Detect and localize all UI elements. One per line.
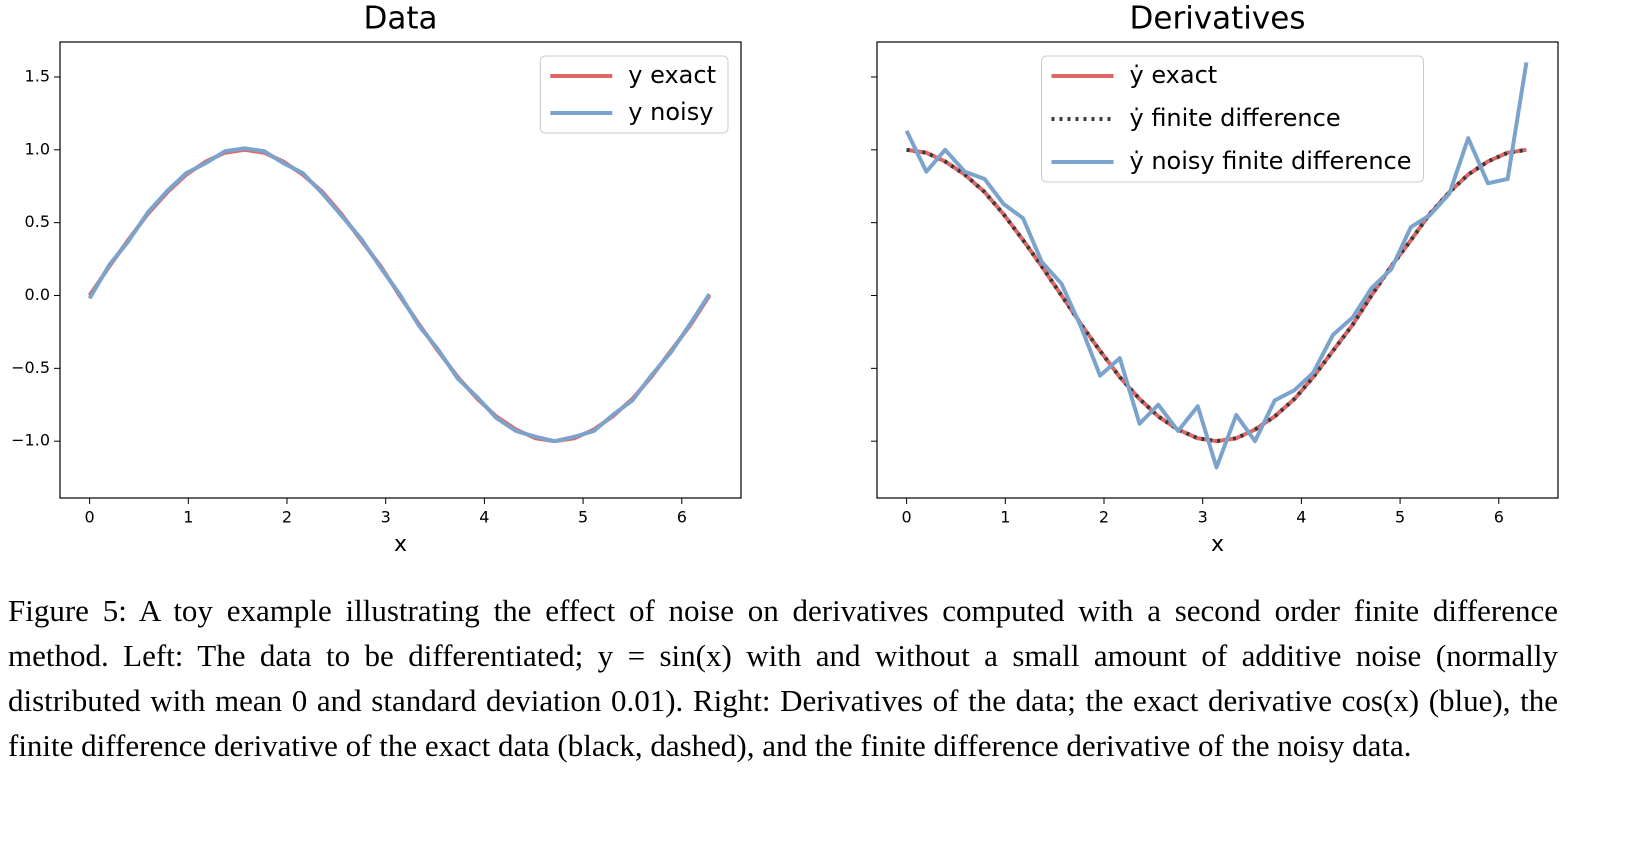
series-line bbox=[904, 62, 1529, 470]
series-line bbox=[906, 147, 1527, 444]
x-tick-label: 2 bbox=[1099, 508, 1109, 527]
x-tick-label: 6 bbox=[677, 508, 687, 527]
y-tick-label: −1.0 bbox=[11, 431, 50, 450]
chart-title: Data bbox=[363, 1, 437, 37]
x-tick-label: 1 bbox=[1000, 508, 1010, 527]
x-tick-label: 4 bbox=[479, 508, 489, 527]
x-tick-label: 5 bbox=[578, 508, 588, 527]
chart-title: Derivatives bbox=[1130, 1, 1306, 37]
legend: y exact y noisy bbox=[539, 55, 729, 134]
legend-label: y noisy bbox=[628, 98, 713, 126]
legend-label: ẏ exact bbox=[1129, 61, 1217, 89]
legend-frame bbox=[1040, 55, 1425, 183]
x-tick-label: 0 bbox=[902, 508, 912, 527]
legend: ẏ exact ẏ finite difference ẏ noisy finite… bbox=[1040, 55, 1425, 183]
x-axis-label: x bbox=[394, 532, 407, 557]
x-tick-label: 6 bbox=[1494, 508, 1504, 527]
x-tick-label: 2 bbox=[282, 508, 292, 527]
series-line bbox=[87, 146, 712, 444]
series-line bbox=[906, 147, 1527, 444]
x-tick-label: 5 bbox=[1395, 508, 1405, 527]
x-tick-label: 0 bbox=[85, 508, 95, 527]
y-tick-label: 0.0 bbox=[25, 285, 50, 304]
axes-frame bbox=[876, 41, 1559, 499]
x-tick-label: 3 bbox=[381, 508, 391, 527]
axes-frame bbox=[59, 41, 742, 499]
x-tick-label: 3 bbox=[1198, 508, 1208, 527]
y-tick-label: −0.5 bbox=[11, 358, 50, 377]
x-tick-label: 1 bbox=[183, 508, 193, 527]
caption: Figure 5: A toy example illustrating the… bbox=[8, 593, 1558, 763]
y-tick-label: 1.5 bbox=[25, 66, 50, 85]
legend-label: ẏ noisy finite difference bbox=[1129, 147, 1411, 175]
y-tick-label: 1.0 bbox=[25, 139, 50, 158]
legend-label: y exact bbox=[628, 61, 716, 89]
legend-label: ẏ finite difference bbox=[1129, 104, 1340, 132]
y-tick-label: 0.5 bbox=[25, 212, 50, 231]
x-axis-label: x bbox=[1211, 532, 1224, 557]
x-tick-label: 4 bbox=[1296, 508, 1306, 527]
